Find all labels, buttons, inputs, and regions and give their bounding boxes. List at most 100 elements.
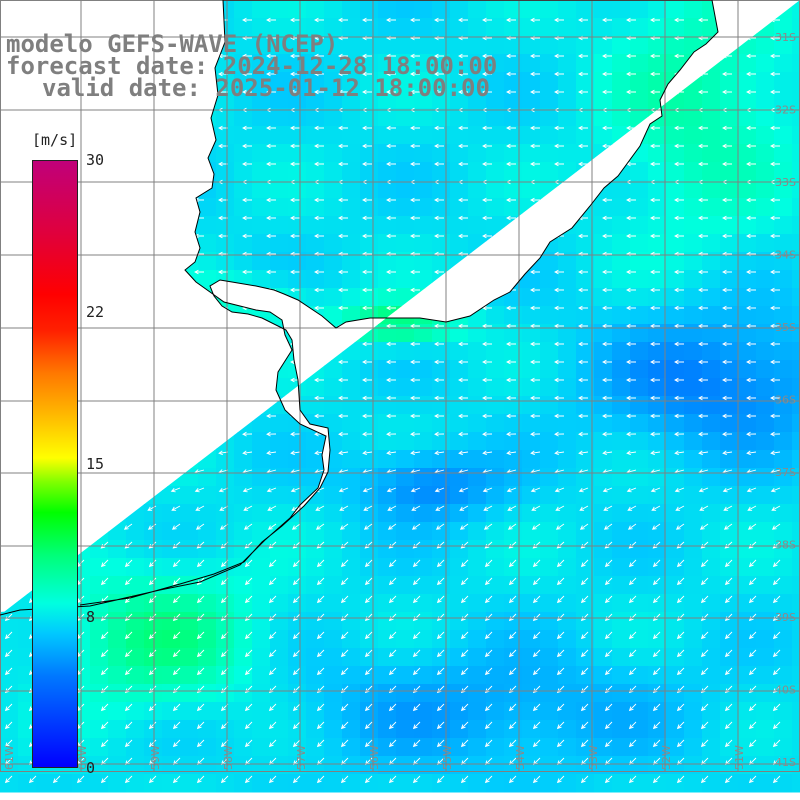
wind-speed-cell [648, 234, 667, 253]
wind-speed-cell [144, 396, 163, 415]
wind-arrow [676, 559, 685, 568]
wind-arrow [626, 450, 637, 456]
wind-speed-cell [792, 306, 800, 325]
wind-arrow [26, 125, 36, 131]
wind-speed-cell [216, 0, 235, 19]
wind-speed-cell [648, 306, 667, 325]
wind-speed-cell [360, 378, 379, 397]
wind-arrow [556, 559, 565, 568]
wind-arrow [266, 450, 277, 456]
wind-speed-cell [648, 612, 667, 631]
wind-speed-cell [594, 558, 613, 577]
wind-speed-cell [540, 432, 559, 451]
wind-speed-cell [720, 144, 739, 163]
wind-arrow [410, 359, 420, 365]
wind-speed-cell [324, 0, 343, 19]
wind-speed-cell [486, 720, 505, 739]
wind-speed-cell [450, 558, 469, 577]
wind-speed-cell [198, 378, 217, 397]
wind-arrow [194, 269, 204, 275]
wind-speed-cell [504, 666, 523, 685]
wind-speed-cell [306, 252, 325, 271]
wind-speed-cell [270, 72, 289, 91]
wind-speed-cell [216, 360, 235, 379]
wind-speed-cell [234, 0, 253, 19]
wind-speed-cell [648, 504, 667, 523]
wind-speed-cell [216, 90, 235, 109]
wind-speed-cell [126, 576, 145, 595]
wind-speed-cell [432, 396, 451, 415]
wind-speed-cell [180, 504, 199, 523]
wind-arrow [316, 775, 325, 784]
wind-speed-cell [666, 648, 685, 667]
wind-speed-cell [702, 702, 721, 721]
wind-arrow [722, 17, 732, 23]
wind-speed-cell [0, 90, 19, 109]
wind-speed-cell [360, 306, 379, 325]
wind-speed-cell [720, 450, 739, 469]
wind-speed-cell [432, 180, 451, 199]
wind-speed-cell [792, 72, 800, 91]
wind-arrow [220, 775, 229, 784]
wind-arrow [242, 17, 252, 23]
wind-speed-cell [540, 414, 559, 433]
wind-arrow [602, 233, 612, 239]
wind-speed-cell [792, 288, 800, 307]
wind-speed-cell [270, 486, 289, 505]
wind-speed-cell [252, 126, 271, 145]
wind-speed-cell [252, 684, 271, 703]
wind-speed-cell [540, 90, 559, 109]
wind-arrow [4, 739, 13, 748]
wind-speed-cell [666, 594, 685, 613]
wind-speed-cell [324, 522, 343, 541]
wind-arrow [698, 17, 708, 23]
wind-speed-cell [594, 432, 613, 451]
wind-speed-cell [540, 756, 559, 775]
wind-speed-cell [576, 576, 595, 595]
wind-arrow [458, 233, 468, 239]
wind-speed-cell [324, 378, 343, 397]
wind-speed-cell [756, 18, 775, 37]
wind-arrow [554, 17, 564, 23]
wind-speed-cell [126, 378, 145, 397]
wind-arrow [386, 431, 397, 437]
wind-speed-cell [234, 360, 253, 379]
wind-speed-cell [342, 396, 361, 415]
wind-speed-cell [738, 126, 757, 145]
wind-speed-cell [648, 270, 667, 289]
wind-arrow [771, 505, 781, 511]
wind-speed-cell [756, 0, 775, 19]
wind-speed-cell [342, 180, 361, 199]
wind-speed-cell [234, 252, 253, 271]
wind-speed-cell [450, 612, 469, 631]
wind-arrow [292, 703, 301, 712]
wind-speed-cell [198, 558, 217, 577]
wind-speed-cell [90, 108, 109, 127]
wind-speed-cell [576, 432, 595, 451]
coastline [0, 0, 719, 616]
wind-speed-cell [108, 738, 127, 757]
wind-speed-cell [144, 522, 163, 541]
wind-speed-cell [198, 252, 217, 271]
wind-speed-cell [432, 576, 451, 595]
wind-arrow [267, 505, 277, 511]
wind-speed-cell [792, 378, 800, 397]
wind-arrow [506, 323, 516, 329]
wind-arrow [602, 197, 612, 203]
wind-speed-cell [414, 72, 433, 91]
wind-arrow [482, 269, 492, 275]
wind-arrow [266, 431, 277, 437]
wind-arrow [532, 775, 541, 784]
wind-speed-cell [432, 504, 451, 523]
wind-speed-cell [360, 648, 379, 667]
wind-speed-cell [702, 774, 721, 793]
wind-speed-cell [540, 486, 559, 505]
wind-speed-cell [396, 36, 415, 55]
wind-arrow [170, 359, 180, 365]
wind-speed-cell [306, 234, 325, 253]
wind-speed-cell [630, 72, 649, 91]
wind-speed-cell [216, 522, 235, 541]
wind-arrow [626, 71, 636, 77]
wind-speed-cell [144, 126, 163, 145]
wind-speed-cell [180, 414, 199, 433]
